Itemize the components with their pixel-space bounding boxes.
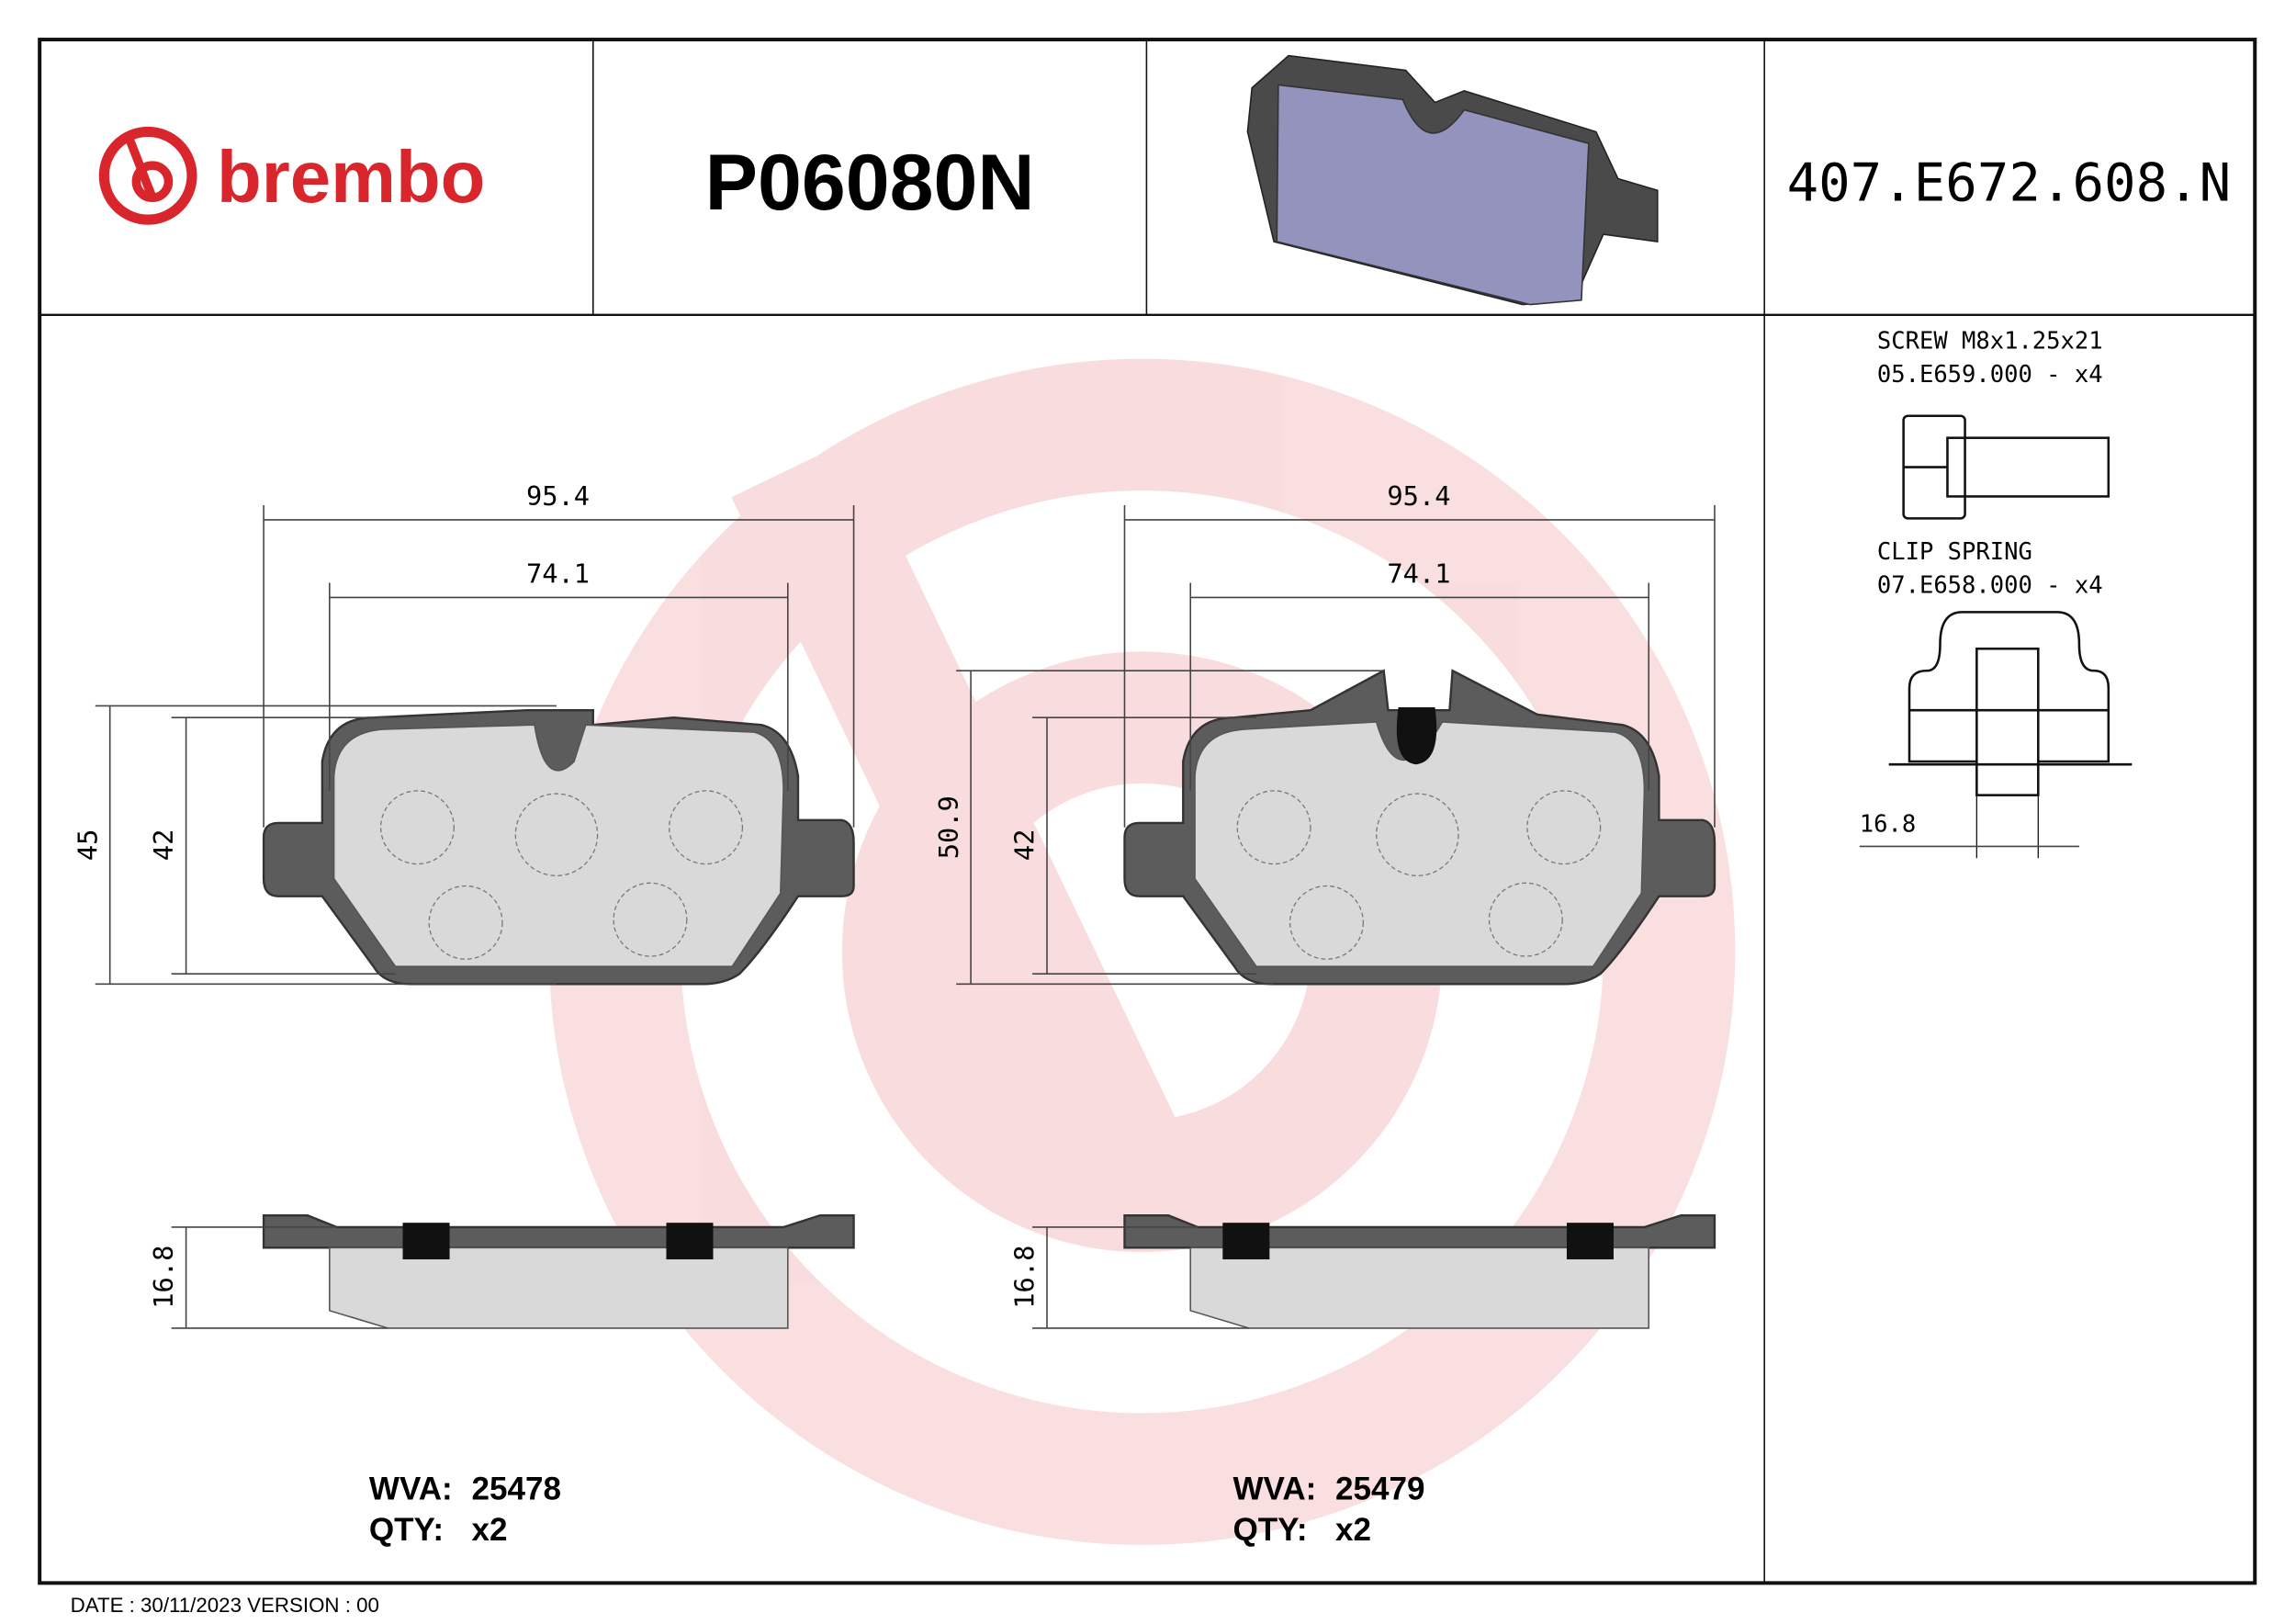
reference-code: 407.E672.608.N xyxy=(1787,152,2232,213)
pad-2-dimensions: 95.4 74.1 50.9 42 xyxy=(933,480,1716,986)
footer-date-version: DATE : 30/11/2023 VERSION : 00 xyxy=(71,1594,379,1617)
dimension-label: 42 xyxy=(1009,829,1041,862)
pad-2-wva: 25479 xyxy=(1335,1471,1425,1506)
dimension-label: 74.1 xyxy=(526,558,590,590)
screw-code: 05.E659.000 - x4 xyxy=(1877,361,2103,389)
dimension-label: 74.1 xyxy=(1387,558,1450,590)
clip-spring-icon xyxy=(1888,611,2133,859)
dimension-label: 42 xyxy=(148,829,179,862)
pad-2-wva-label: WVA: xyxy=(1232,1471,1316,1506)
pad-1-wva: 25478 xyxy=(471,1471,561,1506)
pad-2-side-view: 16.8 xyxy=(1009,1214,1716,1329)
pad-1-dimensions: 95.4 74.1 45 42 xyxy=(72,480,855,986)
pad-3d-render xyxy=(1246,54,1659,306)
frame xyxy=(38,38,2257,1585)
dimension-label: 95.4 xyxy=(1387,480,1450,512)
dimension-label: 16.8 xyxy=(1860,811,1916,839)
dimension-label: 50.9 xyxy=(933,795,964,859)
pad-2-qty-label: QTY: xyxy=(1232,1512,1307,1548)
brand-name: brembo xyxy=(217,136,485,218)
screw-name: SCREW M8x1.25x21 xyxy=(1877,327,2103,355)
brembo-logo: brembo xyxy=(98,126,485,225)
dimension-label: 16.8 xyxy=(1009,1246,1041,1309)
pad-1-qty: x2 xyxy=(471,1512,507,1548)
pad-1-wva-label: WVA: xyxy=(369,1471,453,1506)
clip-dimension: 16.8 xyxy=(1860,811,2079,848)
dimension-label: 45 xyxy=(72,829,103,862)
clip-code: 07.E658.000 - x4 xyxy=(1877,572,2103,600)
pad-1-front-view xyxy=(262,709,855,986)
dimension-label: 95.4 xyxy=(526,480,590,512)
screw-icon xyxy=(1902,414,2110,520)
part-number: P06080N xyxy=(705,139,1035,227)
pad-2-qty: x2 xyxy=(1335,1512,1371,1548)
dimension-label: 16.8 xyxy=(148,1246,179,1309)
clip-name: CLIP SPRING xyxy=(1877,538,2032,566)
pad-2-front-view xyxy=(1123,669,1716,986)
pad-1-side-view: 16.8 xyxy=(148,1214,855,1329)
pad-1-qty-label: QTY: xyxy=(369,1512,444,1548)
